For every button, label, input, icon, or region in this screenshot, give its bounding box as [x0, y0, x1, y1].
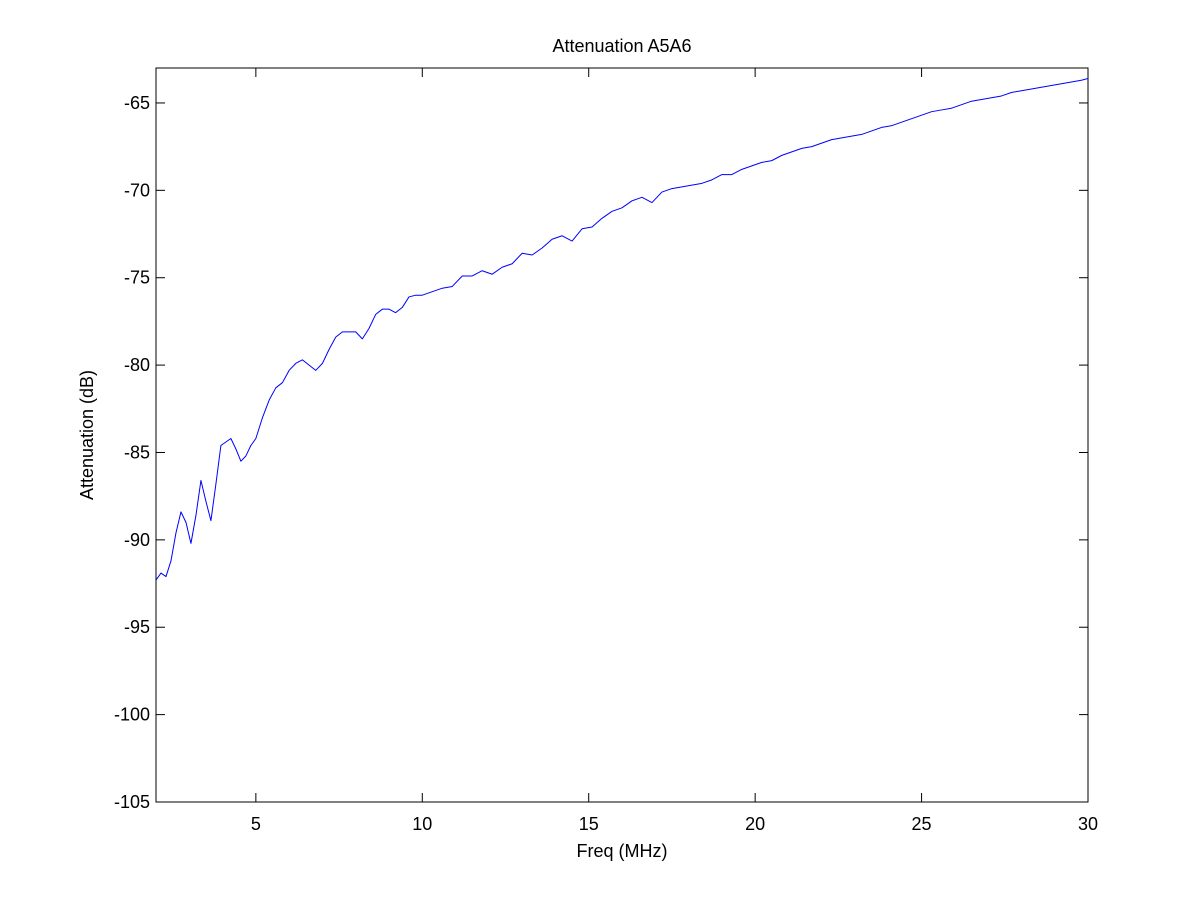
y-tick-label: -70	[124, 180, 150, 200]
x-tick-label: 10	[412, 814, 432, 834]
x-tick-label: 20	[745, 814, 765, 834]
x-tick-label: 5	[251, 814, 261, 834]
x-tick-label: 25	[912, 814, 932, 834]
x-tick-label: 15	[579, 814, 599, 834]
x-tick-label: 30	[1078, 814, 1098, 834]
plot-area: 5 10 15 20 25 30 -105 -100 -95 -90 -85 -80 -75 -70 -65	[114, 67, 1098, 834]
y-tick-label: -65	[124, 93, 150, 113]
y-tick-label: -100	[114, 705, 150, 725]
y-tick-label: -80	[124, 355, 150, 375]
y-axis-title: Attenuation (dB)	[77, 370, 97, 500]
series-line	[156, 78, 1088, 581]
y-tick-label: -75	[124, 268, 150, 288]
y-tick-label: -95	[124, 617, 150, 637]
y-tick-label: -90	[124, 530, 150, 550]
chart-title: Attenuation A5A6	[552, 36, 691, 56]
y-tick-label: -105	[114, 792, 150, 812]
axes-box	[155, 67, 1089, 803]
y-tick-label: -85	[124, 442, 150, 462]
x-axis-title: Freq (MHz)	[577, 841, 668, 861]
